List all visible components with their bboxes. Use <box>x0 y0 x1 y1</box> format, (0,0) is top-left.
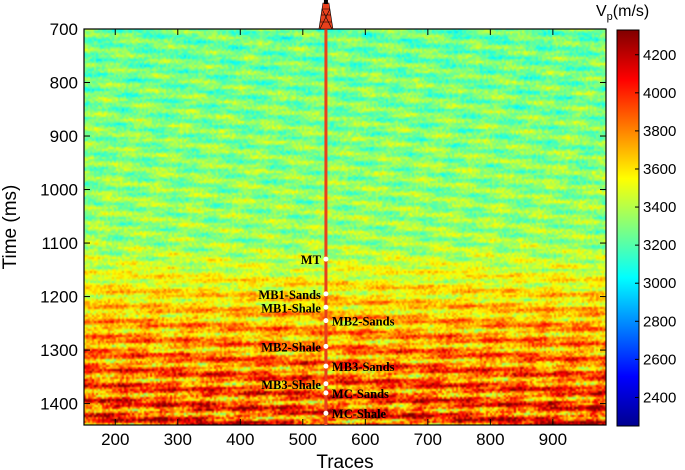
colorbar-tick-label: 4000 <box>643 85 676 102</box>
y-tick-label: 1000 <box>40 181 78 200</box>
colorbar-tick-label: 3800 <box>643 123 676 140</box>
well-marker-label: MT <box>301 253 322 267</box>
well-marker-label: MC-Sands <box>332 387 389 401</box>
well-marker-dot <box>323 390 329 396</box>
well-marker-label: MB3-Shale <box>261 378 321 392</box>
y-tick-label: 700 <box>50 20 78 39</box>
well-marker-label: MB1-Sands <box>258 288 321 302</box>
x-tick-label: 700 <box>414 430 442 449</box>
well-marker-dot <box>323 304 329 310</box>
y-tick-label: 1400 <box>40 395 78 414</box>
colorbar-tick-label: 3200 <box>643 237 676 254</box>
well-marker-label: MC-Shale <box>332 407 387 421</box>
well-marker-dot <box>323 410 329 416</box>
velocity-heatmap <box>84 29 606 425</box>
well-marker-dot <box>323 363 329 369</box>
colorbar-title: Vp(m/s) <box>596 3 649 23</box>
y-axis-title: Time (ms) <box>0 185 21 270</box>
colorbar-tick-label: 3000 <box>643 275 676 292</box>
y-tick-label: 1300 <box>40 341 78 360</box>
x-axis: 200 300 400 500 600 700 800 900 <box>101 29 567 449</box>
x-tick-label: 600 <box>351 430 379 449</box>
well-marker-dot <box>323 343 329 349</box>
y-axis: 700 800 900 1000 1100 1200 1300 1400 <box>40 20 606 414</box>
colorbar-tick-label: 4200 <box>643 47 676 64</box>
colorbar-title-unit: (m/s) <box>613 3 649 20</box>
well-marker-dot <box>323 381 329 387</box>
colorbar-tick-label: 3600 <box>643 161 676 178</box>
x-tick-label: 300 <box>164 430 192 449</box>
x-tick-label: 200 <box>101 430 129 449</box>
colorbar-gradient <box>616 29 640 427</box>
colorbar-tick-label: 2600 <box>643 351 676 368</box>
well-marker-dot <box>323 318 329 324</box>
well-marker-label: MB2-Shale <box>261 340 321 354</box>
colorbar-tick-label: 2400 <box>643 389 676 406</box>
well-marker-dot <box>323 291 329 297</box>
plot-frame <box>83 28 607 426</box>
colorbar-tick-label: 3400 <box>643 199 676 216</box>
x-tick-label: 800 <box>476 430 504 449</box>
colorbar-title-sub: p <box>607 11 613 23</box>
well-marker-label: MB3-Sands <box>332 360 395 374</box>
well-marker-dot <box>323 256 329 262</box>
well-marker-label: MB2-Sands <box>332 315 395 329</box>
y-tick-label: 1100 <box>41 234 78 253</box>
x-tick-label: 400 <box>226 430 254 449</box>
x-axis-title: Traces <box>316 452 373 470</box>
colorbar: 2400 2600 2800 3000 3200 3400 3600 3800 4000 4200… <box>596 3 676 427</box>
colorbar-title-main: V <box>596 3 607 20</box>
y-tick-label: 900 <box>50 127 78 146</box>
y-tick-label: 1200 <box>40 288 78 307</box>
plot-area <box>83 28 607 426</box>
x-tick-label: 500 <box>289 430 317 449</box>
derrick-icon <box>318 0 334 30</box>
x-tick-label: 900 <box>539 430 567 449</box>
colorbar-tick-label: 2800 <box>643 313 676 330</box>
colorbar-ticks: 2400 2600 2800 3000 3200 3400 3600 3800 4000 4200 <box>635 47 676 406</box>
well-marker-label: MB1-Shale <box>261 301 321 315</box>
y-tick-label: 800 <box>50 74 78 93</box>
